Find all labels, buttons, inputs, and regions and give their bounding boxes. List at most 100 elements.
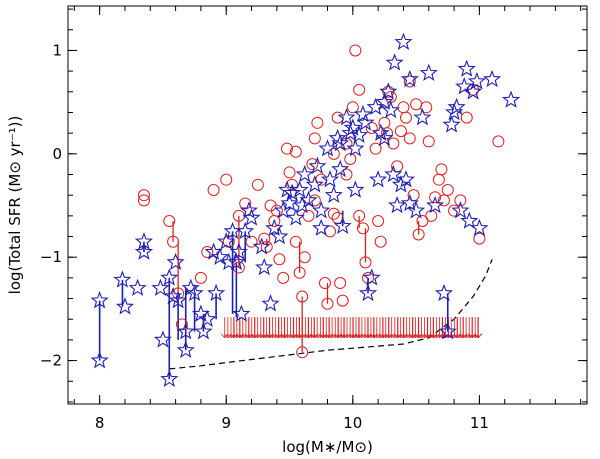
upper-limit-arrowhead-left [242,333,247,339]
circle-point [353,209,366,222]
upper-limit-arrowhead-left [307,333,312,339]
upper-limit-arrowhead-left [277,333,282,339]
circle-point [167,235,180,248]
y-tick-label: 1 [52,41,62,59]
star-point [295,164,314,183]
upper-limit-arrowhead-left [471,333,476,339]
circle-point [277,271,290,284]
circle-point [296,346,309,359]
star-point [312,201,331,219]
star-point [320,170,340,188]
circle-point [194,271,207,284]
circle-point [306,158,319,171]
upper-limit-arrowhead-left [381,333,387,339]
upper-limit-arrowhead-left [423,333,428,339]
y-axis-label: log(Total SFR (M⊙ yr⁻¹)) [6,116,24,295]
circle-point [403,132,416,145]
circle-point [441,184,454,197]
star-point [388,195,407,214]
circle-point [374,235,387,248]
circle-point [175,318,188,331]
circle-point [394,125,407,138]
star-point [232,304,251,322]
circle-point [416,215,429,228]
star-point [274,201,293,219]
circle-point [437,194,450,207]
upper-limit-arrowhead-left [316,333,321,339]
upper-limit-arrowhead-left [224,333,229,339]
star-point [270,226,289,245]
y-tick-label: −1 [40,248,62,266]
circle-point [448,204,461,217]
upper-limit-arrowhead-left [292,333,297,339]
circle-point [321,297,334,310]
upper-limit-arrowhead-left [372,333,378,339]
upper-limit-arrowhead-left [283,333,288,339]
star-point [113,270,132,288]
star-point [207,283,226,302]
upper-limit-arrowhead-left [456,333,461,339]
star-point [282,183,302,201]
star-point [308,156,327,174]
star-point [391,175,410,193]
star-point [434,283,454,302]
circle-point [422,135,435,148]
upper-limit-arrowhead-left [429,333,434,339]
upper-limit-arrowhead-left [337,333,342,339]
circle-point [412,228,425,241]
upper-limit-arrowhead-left [396,333,401,339]
star-point [312,218,331,236]
circle-point [399,111,412,124]
star-markers-layer [90,32,521,387]
upper-limit-arrowhead-left [331,333,336,339]
star-point [261,294,280,312]
upper-limit-arrowhead-left [391,333,396,339]
circle-point [429,191,442,204]
circle-point [289,235,302,248]
upper-limit-arrowhead-left [435,333,440,339]
star-point [134,242,154,260]
y-tick-label: 0 [52,145,62,163]
upper-limit-arrowhead-left [352,333,357,339]
circle-point [331,111,344,124]
upper-limit-arrowhead-left [363,333,369,339]
upper-limit-arrowhead-left [376,333,381,339]
upper-limit-arrowhead-left [271,333,276,339]
star-point [362,268,381,286]
star-point [467,71,486,90]
star-point [464,82,483,100]
circle-point [460,111,473,124]
circle-point [473,232,486,245]
circle-point [283,166,296,179]
circle-point [349,44,362,57]
star-point [160,268,179,286]
x-tick-label: 11 [470,414,489,432]
upper-limit-arrowhead-left [346,333,351,339]
upper-limit-arrowhead-left [465,333,470,339]
upper-limit-arrowhead-left [432,333,437,339]
star-point [343,118,362,136]
upper-limit-arrowhead-left [265,333,270,339]
upper-limit-arrowhead-left [468,333,473,339]
circle-point [387,137,400,150]
star-point [346,180,365,198]
x-tick-label: 8 [95,414,105,432]
circle-point [251,178,264,191]
circle-point [410,98,423,111]
upper-limit-arrowhead-left [408,333,413,339]
upper-limit-arrowhead-left [343,333,348,339]
star-point [375,128,394,147]
upper-limit-arrowhead-left [340,333,345,339]
upper-limit-arrowhead-left [387,333,392,339]
circle-point [163,215,176,228]
upper-limit-arrowhead-left [367,333,372,339]
circle-point [435,163,448,176]
circle-point [239,197,252,210]
circle-point [289,145,302,158]
circle-point [344,152,357,165]
circle-point [270,204,283,217]
circle-point [359,256,372,269]
star-point [293,195,312,214]
detection-limit-curve [169,259,493,370]
